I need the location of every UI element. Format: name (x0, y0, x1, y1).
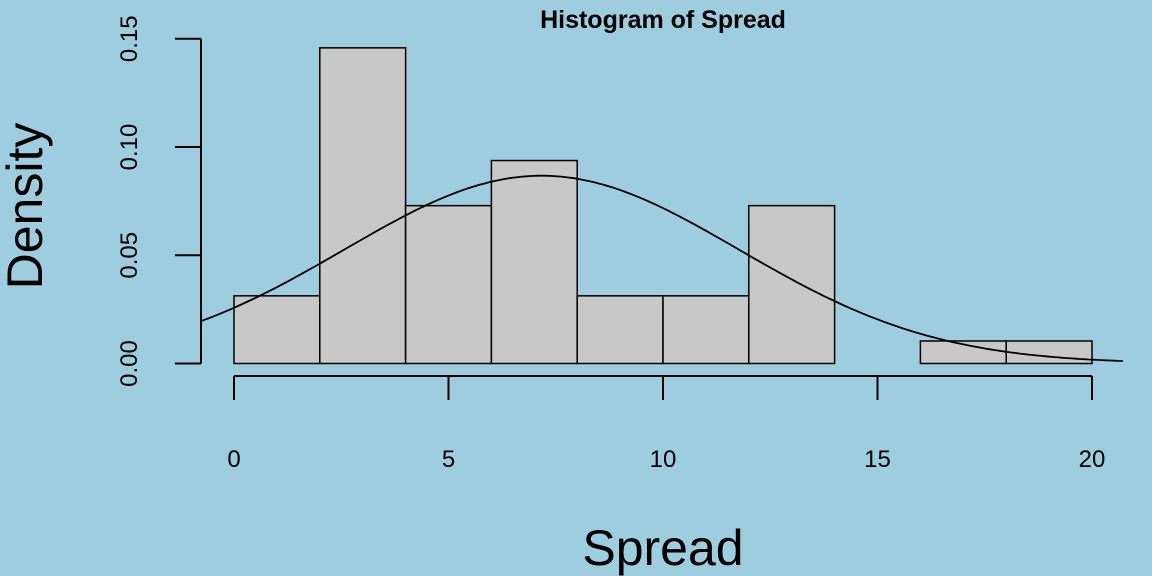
histogram-bar-2 (319, 47, 407, 365)
y-tick-label-3: 0.15 (116, 15, 143, 62)
x-axis: 0 5 10 15 20 (227, 375, 1106, 473)
x-tick-label-4: 20 (1079, 446, 1106, 473)
histogram-bar-4 (490, 159, 578, 365)
x-tick-label-1: 5 (442, 446, 455, 473)
histogram-bar-10 (1005, 340, 1093, 365)
y-axis-title: Density (0, 123, 53, 290)
y-tick-label-2: 0.10 (116, 124, 143, 171)
density-curve-layer (200, 174, 1123, 362)
histogram-bar-5 (576, 295, 664, 365)
histogram-bar-7 (748, 204, 836, 365)
chart-title: Histogram of Spread (540, 6, 786, 34)
y-axis: 0.00 0.05 0.10 0.15 (116, 15, 202, 387)
histogram-bars (233, 47, 1093, 365)
histogram-bar-1 (233, 295, 321, 365)
x-tick-label-0: 0 (227, 446, 240, 473)
x-tick-label-2: 10 (650, 446, 677, 473)
x-tick-label-3: 15 (864, 446, 891, 473)
y-tick-label-1: 0.05 (116, 232, 143, 279)
histogram-bar-3 (404, 204, 493, 365)
histogram-bar-6 (662, 295, 750, 365)
y-tick-label-0: 0.00 (116, 340, 143, 387)
x-axis-title: Spread (582, 520, 743, 576)
density-curve (200, 174, 1123, 362)
